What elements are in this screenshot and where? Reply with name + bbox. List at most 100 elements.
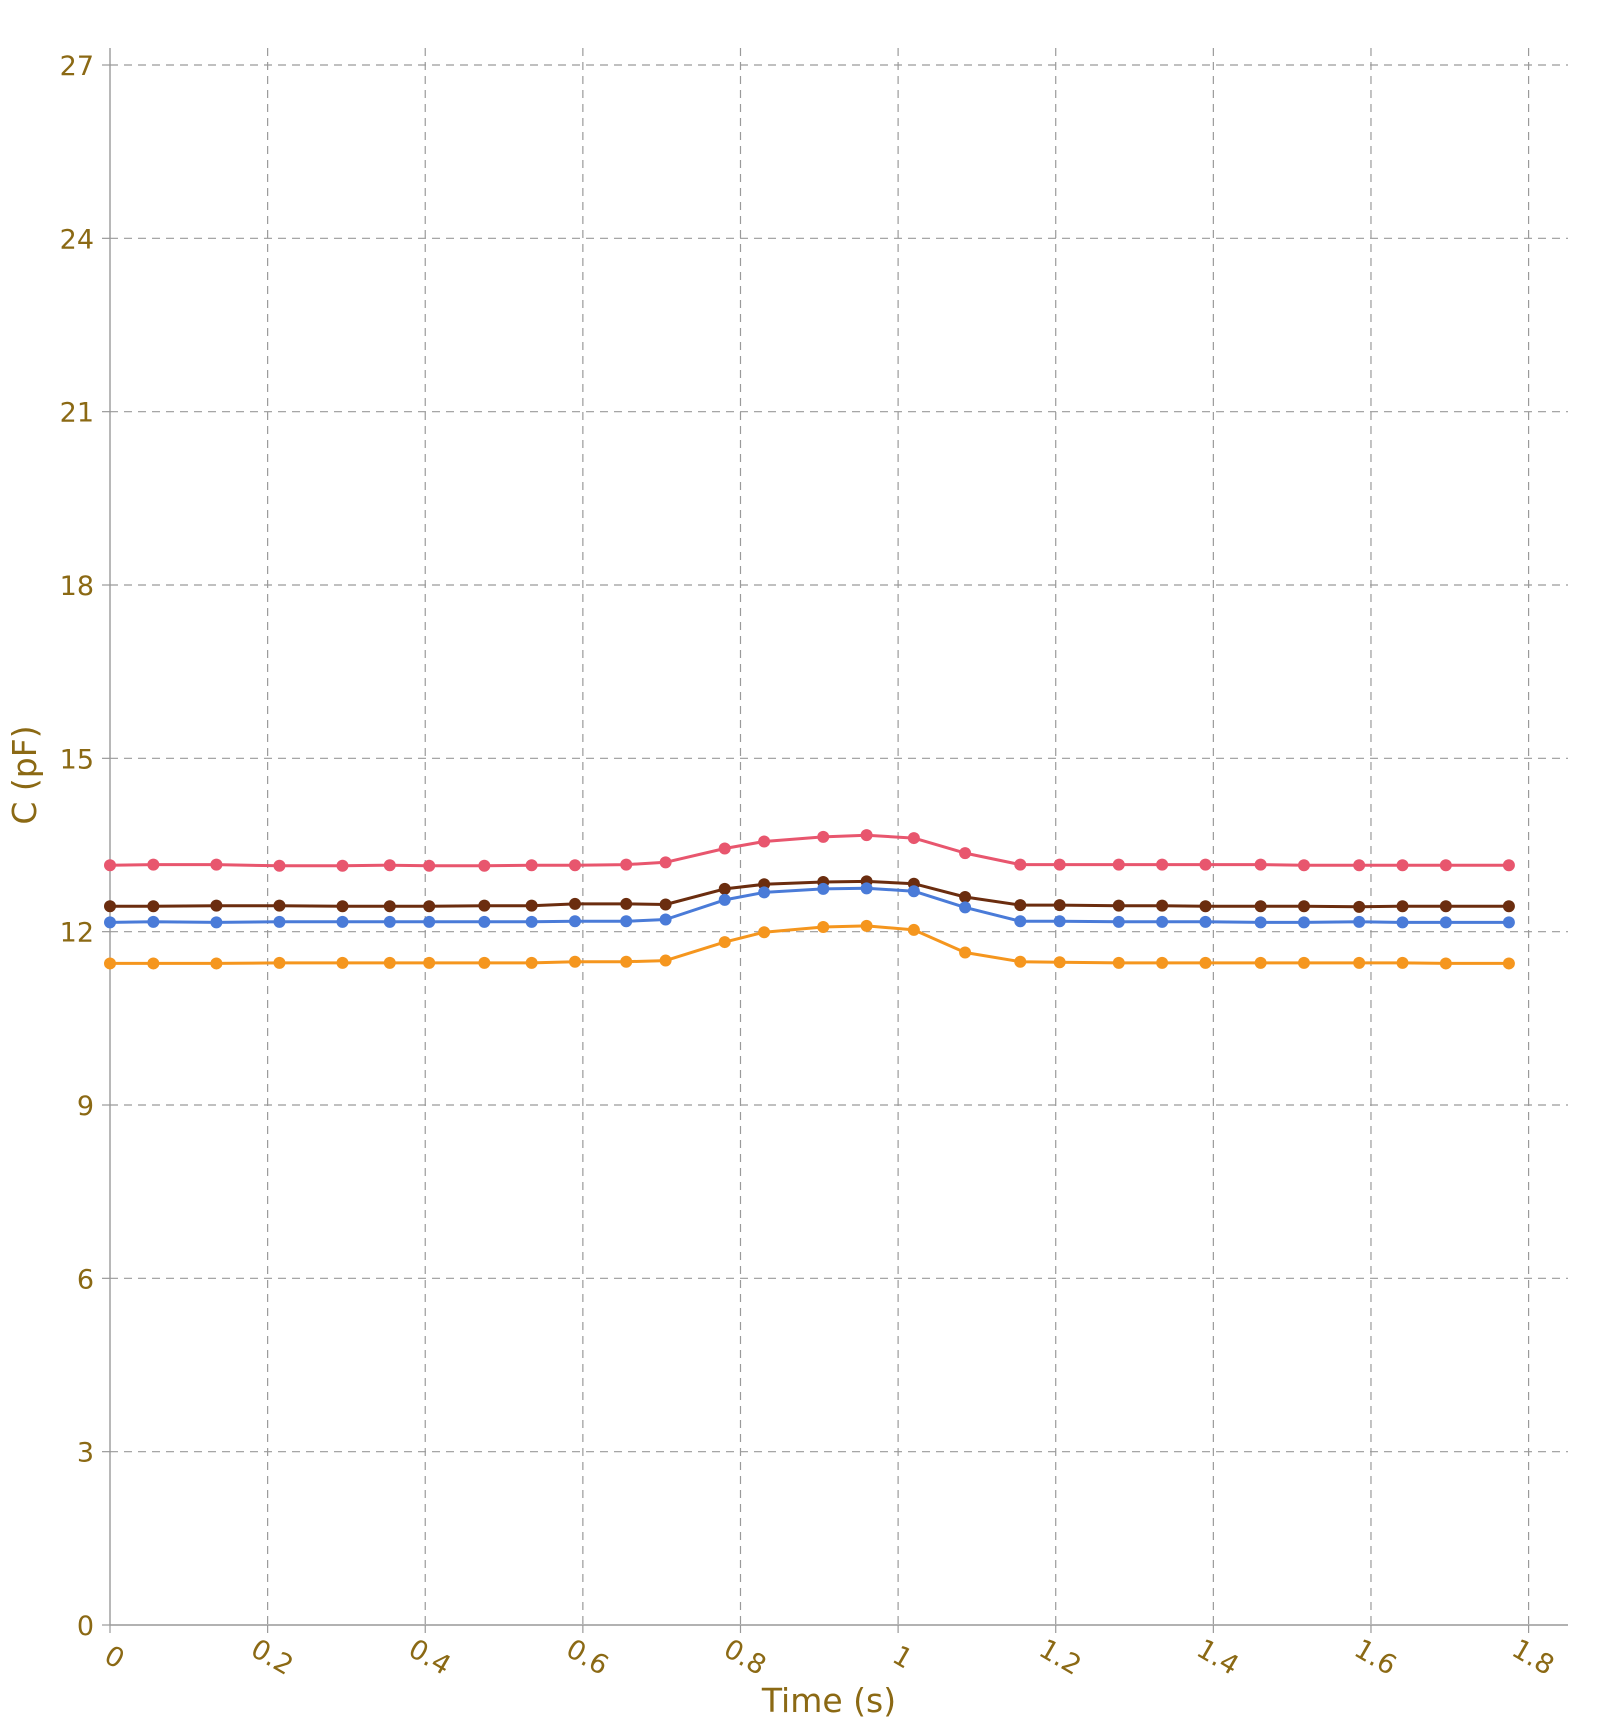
data-point — [1439, 900, 1452, 913]
data-point — [1199, 915, 1212, 928]
data-point — [1112, 858, 1125, 871]
data-point — [620, 858, 633, 871]
data-point — [659, 898, 672, 911]
data-point — [1014, 915, 1027, 928]
data-point — [104, 859, 116, 872]
data-point — [718, 882, 731, 895]
data-point — [210, 916, 223, 929]
series-lines — [104, 829, 1515, 970]
x-tick-label: 1.2 — [1034, 1633, 1087, 1681]
data-point — [1254, 858, 1267, 871]
data-point — [1014, 858, 1027, 871]
data-point — [1112, 899, 1125, 912]
x-tick-label: 1 — [887, 1640, 917, 1675]
data-point — [1353, 956, 1366, 969]
data-point — [336, 859, 349, 872]
data-point — [1156, 899, 1169, 912]
data-point — [1199, 956, 1212, 969]
data-point — [568, 955, 581, 968]
x-axis-title: Time (s) — [761, 1681, 896, 1720]
data-point — [907, 923, 920, 936]
y-tick-label: 24 — [60, 224, 94, 255]
data-point — [210, 858, 223, 871]
data-point — [959, 891, 972, 903]
data-point — [1297, 859, 1310, 872]
x-tick-label: 1.4 — [1191, 1633, 1244, 1681]
data-point — [758, 926, 771, 939]
y-tick-label: 12 — [60, 918, 94, 949]
y-tick-label: 21 — [60, 398, 94, 429]
data-point — [423, 956, 436, 969]
data-point — [273, 859, 286, 872]
series-4 — [104, 919, 1515, 970]
y-tick-label: 18 — [60, 571, 94, 602]
y-axis-title: C (pF) — [5, 725, 44, 824]
data-point — [659, 913, 672, 926]
data-point — [1439, 957, 1452, 970]
data-point — [383, 900, 396, 913]
x-tick-label: 1.6 — [1349, 1633, 1402, 1681]
data-point — [147, 900, 160, 913]
data-point — [423, 859, 436, 872]
y-tick-label: 3 — [77, 1438, 94, 1469]
data-point — [620, 955, 633, 968]
data-point — [1297, 916, 1310, 929]
data-point — [423, 900, 436, 913]
data-point — [1156, 956, 1169, 969]
data-point — [1156, 858, 1169, 871]
data-point — [423, 915, 436, 928]
series-line — [109, 833, 1509, 868]
data-point — [525, 956, 538, 969]
data-point — [1112, 915, 1125, 928]
data-point — [1502, 859, 1515, 872]
data-point — [817, 921, 830, 934]
data-point — [1053, 956, 1066, 969]
series-2 — [104, 875, 1515, 913]
data-point — [568, 915, 581, 928]
data-point — [104, 900, 116, 913]
data-point — [1439, 916, 1452, 929]
data-point — [959, 847, 972, 860]
data-point — [383, 915, 396, 928]
data-point — [758, 835, 771, 848]
data-point — [525, 859, 538, 872]
data-point — [907, 832, 920, 845]
data-point — [525, 899, 538, 912]
data-point — [1353, 900, 1366, 913]
data-point — [1014, 899, 1027, 912]
data-point — [1254, 916, 1267, 929]
data-point — [568, 897, 581, 910]
data-point — [104, 957, 116, 970]
data-point — [525, 915, 538, 928]
data-point — [817, 882, 830, 895]
data-point — [104, 916, 116, 929]
data-point — [1254, 956, 1267, 969]
data-point — [273, 899, 286, 912]
data-point — [959, 901, 972, 914]
data-point — [1014, 955, 1027, 968]
data-point — [210, 899, 223, 912]
series-3 — [104, 882, 1515, 929]
y-tick-label: 0 — [77, 1611, 94, 1642]
data-point — [147, 957, 160, 970]
data-point — [147, 915, 160, 928]
data-point — [1353, 859, 1366, 872]
data-point — [1156, 915, 1169, 928]
x-tick-label: 0.6 — [561, 1633, 614, 1681]
data-point — [210, 957, 223, 970]
data-point — [1396, 956, 1409, 969]
data-point — [1112, 956, 1125, 969]
data-point — [1297, 956, 1310, 969]
data-point — [860, 882, 873, 895]
data-point — [620, 897, 633, 910]
x-tick-label: 0 — [99, 1640, 129, 1675]
data-point — [659, 856, 672, 869]
x-tick-label: 0.8 — [718, 1633, 771, 1681]
data-point — [336, 900, 349, 913]
data-point — [959, 946, 972, 959]
data-point — [1502, 916, 1515, 929]
data-point — [860, 829, 873, 842]
axes — [102, 48, 1568, 1633]
data-point — [478, 956, 491, 969]
data-point — [1396, 859, 1409, 872]
